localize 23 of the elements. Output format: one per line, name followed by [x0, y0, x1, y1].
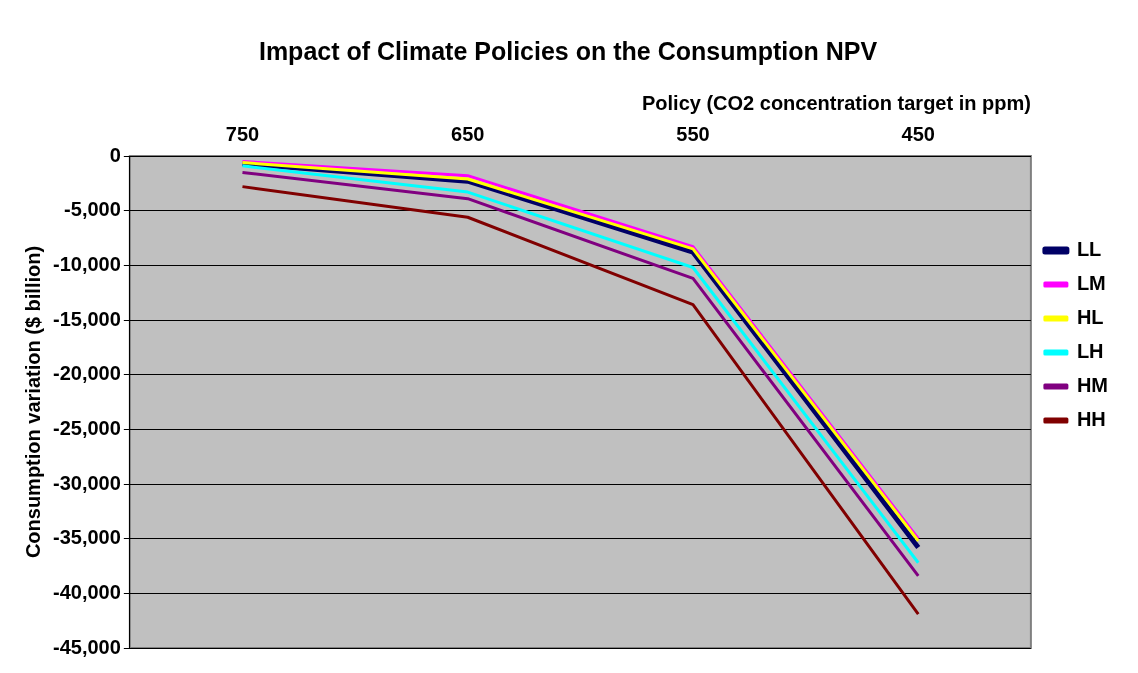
y-tick-label: -45,000	[52, 635, 121, 658]
y-tick-label: -15,000	[52, 307, 121, 330]
legend-label: HH	[1076, 408, 1106, 431]
legend-label: LM	[1076, 272, 1106, 295]
x-tick-label: 750	[225, 122, 260, 145]
x-tick-label: 650	[451, 122, 485, 145]
legend-label: LH	[1076, 340, 1104, 363]
x-tick-label: 450	[901, 122, 935, 145]
y-tick-label: -10,000	[52, 252, 121, 275]
legend-label: HL	[1076, 306, 1104, 329]
y-tick-label: -20,000	[52, 362, 121, 385]
y-tick-label: -5,000	[64, 198, 121, 221]
x-tick-label: 550	[676, 122, 710, 145]
y-tick-label: -40,000	[52, 580, 121, 603]
y-axis-title: Consumption variation ($ billion)	[21, 245, 44, 559]
y-tick-label: -25,000	[52, 416, 121, 439]
chart-title: Impact of Climate Policies on the Consumption NPV	[258, 36, 878, 65]
x-axis-title: Policy (CO2 concentration target in ppm)	[641, 91, 1031, 114]
legend-label: HM	[1076, 374, 1109, 397]
y-tick-label: -30,000	[52, 471, 121, 494]
y-tick-label: -35,000	[52, 526, 121, 549]
legend-label: LL	[1076, 238, 1102, 261]
y-tick-label: 0	[109, 143, 121, 166]
